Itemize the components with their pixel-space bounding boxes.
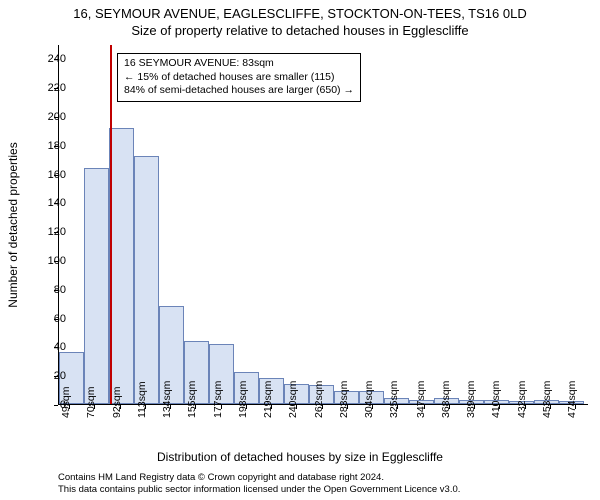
- x-tick-mark: [474, 405, 475, 409]
- x-tick-mark: [271, 405, 272, 409]
- y-tick-mark: [54, 146, 58, 147]
- x-tick-mark: [145, 405, 146, 409]
- y-tick-mark: [54, 59, 58, 60]
- chart-container: 16, SEYMOUR AVENUE, EAGLESCLIFFE, STOCKT…: [0, 0, 600, 500]
- y-tick-mark: [54, 405, 58, 406]
- y-tick-label: 240: [36, 53, 66, 65]
- x-tick-mark: [550, 405, 551, 409]
- y-tick-label: 20: [36, 370, 66, 382]
- y-tick-mark: [54, 290, 58, 291]
- x-tick-mark: [221, 405, 222, 409]
- x-axis-label: Distribution of detached houses by size …: [0, 450, 600, 464]
- y-tick-mark: [54, 376, 58, 377]
- y-tick-mark: [54, 175, 58, 176]
- y-tick-label: 100: [36, 255, 66, 267]
- y-tick-mark: [54, 261, 58, 262]
- histogram-bar: [84, 168, 109, 404]
- title-line-2: Size of property relative to detached ho…: [0, 23, 600, 38]
- x-tick-mark: [69, 405, 70, 409]
- info-box-line: 84% of semi-detached houses are larger (…: [124, 84, 354, 98]
- x-tick-mark: [347, 405, 348, 409]
- y-tick-mark: [54, 347, 58, 348]
- histogram-bar: [134, 156, 159, 404]
- x-tick-mark: [170, 405, 171, 409]
- x-tick-mark: [120, 405, 121, 409]
- x-tick-mark: [195, 405, 196, 409]
- y-tick-label: 160: [36, 169, 66, 181]
- y-tick-mark: [54, 203, 58, 204]
- y-tick-label: 120: [36, 226, 66, 238]
- property-marker-line: [110, 45, 112, 404]
- info-box: 16 SEYMOUR AVENUE: 83sqm← 15% of detache…: [117, 53, 361, 102]
- y-tick-label: 180: [36, 140, 66, 152]
- x-tick-mark: [372, 405, 373, 409]
- x-tick-mark: [246, 405, 247, 409]
- y-tick-mark: [54, 88, 58, 89]
- title-line-1: 16, SEYMOUR AVENUE, EAGLESCLIFFE, STOCKT…: [0, 6, 600, 21]
- x-tick-mark: [397, 405, 398, 409]
- x-tick-mark: [424, 405, 425, 409]
- y-tick-label: 200: [36, 111, 66, 123]
- histogram-bar: [109, 128, 134, 404]
- y-tick-mark: [54, 319, 58, 320]
- x-tick-mark: [449, 405, 450, 409]
- info-box-line: 16 SEYMOUR AVENUE: 83sqm: [124, 57, 354, 71]
- attribution-line-2: This data contains public sector informa…: [58, 484, 598, 496]
- attribution: Contains HM Land Registry data © Crown c…: [58, 472, 598, 496]
- y-tick-label: 80: [36, 284, 66, 296]
- y-axis-label: Number of detached properties: [6, 142, 20, 307]
- y-tick-label: 140: [36, 197, 66, 209]
- x-tick-mark: [499, 405, 500, 409]
- y-tick-label: 60: [36, 313, 66, 325]
- info-box-line: ← 15% of detached houses are smaller (11…: [124, 71, 354, 85]
- plot-area: 16 SEYMOUR AVENUE: 83sqm← 15% of detache…: [58, 45, 588, 405]
- y-tick-mark: [54, 117, 58, 118]
- x-tick-mark: [94, 405, 95, 409]
- x-tick-mark: [525, 405, 526, 409]
- y-tick-label: 220: [36, 82, 66, 94]
- y-tick-mark: [54, 232, 58, 233]
- y-tick-label: 40: [36, 341, 66, 353]
- attribution-line-1: Contains HM Land Registry data © Crown c…: [58, 472, 598, 484]
- x-tick-mark: [322, 405, 323, 409]
- x-tick-mark: [296, 405, 297, 409]
- x-tick-mark: [575, 405, 576, 409]
- y-axis-label-wrap: Number of detached properties: [6, 45, 20, 405]
